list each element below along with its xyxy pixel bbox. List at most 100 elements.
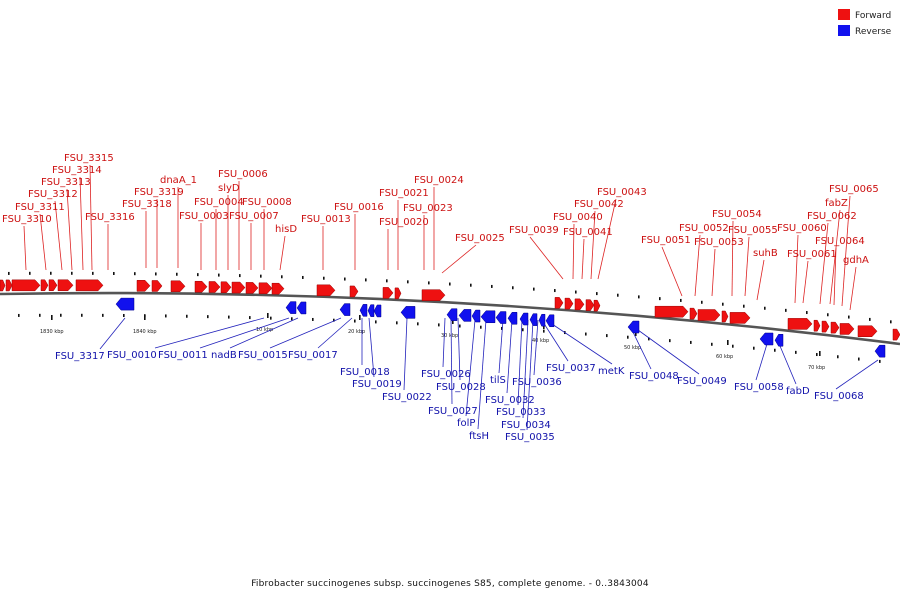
- forward-gene-arrow[interactable]: [821, 320, 830, 333]
- forward-gene-arrow[interactable]: [554, 297, 564, 309]
- gene-label-suhb[interactable]: suhB: [753, 248, 778, 259]
- gene-label-fsu-0019[interactable]: FSU_0019: [352, 379, 402, 390]
- reverse-gene-arrow[interactable]: [774, 333, 784, 347]
- reverse-gene-arrow[interactable]: [480, 310, 496, 324]
- forward-gene-arrow[interactable]: [857, 325, 878, 337]
- gene-label-fsu-0017[interactable]: FSU_0017: [288, 350, 338, 361]
- gene-label-fsu-3312[interactable]: FSU_3312: [28, 189, 78, 200]
- gene-label-fsu-0039[interactable]: FSU_0039: [509, 225, 559, 236]
- forward-gene-arrow[interactable]: [787, 318, 813, 330]
- forward-gene-arrow[interactable]: [245, 282, 259, 294]
- gene-label-gdha[interactable]: gdhA: [843, 255, 869, 266]
- gene-label-fabz[interactable]: fabZ: [825, 198, 848, 209]
- forward-gene-arrow[interactable]: [194, 280, 208, 293]
- gene-label-fsu-0062[interactable]: FSU_0062: [807, 211, 857, 222]
- forward-gene-arrow[interactable]: [813, 319, 821, 332]
- gene-label-fsu-0040[interactable]: FSU_0040: [553, 212, 603, 223]
- gene-label-fsu-0020[interactable]: FSU_0020: [379, 217, 429, 228]
- forward-gene-arrow[interactable]: [220, 281, 232, 294]
- forward-gene-arrow[interactable]: [170, 280, 186, 293]
- gene-label-fsu-0027[interactable]: FSU_0027: [428, 406, 478, 417]
- gene-label-fsu-3319[interactable]: FSU_3319: [134, 187, 184, 198]
- forward-gene-arrow[interactable]: [40, 279, 49, 292]
- gene-label-fsu-0022[interactable]: FSU_0022: [382, 392, 432, 403]
- reverse-gene-arrow[interactable]: [339, 303, 351, 316]
- gene-label-fsu-0011[interactable]: FSU_0011: [158, 350, 208, 361]
- gene-label-fsu-0028[interactable]: FSU_0028: [436, 382, 486, 393]
- reverse-gene-arrow[interactable]: [874, 344, 886, 358]
- forward-gene-arrow[interactable]: [830, 321, 840, 334]
- gene-label-fsu-0024[interactable]: FSU_0024: [414, 175, 464, 186]
- reverse-gene-arrow[interactable]: [446, 308, 458, 321]
- forward-gene-arrow[interactable]: [689, 307, 698, 320]
- reverse-gene-arrow[interactable]: [495, 311, 507, 324]
- gene-label-fsu-0026[interactable]: FSU_0026: [421, 369, 471, 380]
- reverse-gene-arrow[interactable]: [115, 297, 135, 311]
- gene-label-fsu-0015[interactable]: FSU_0015: [238, 350, 288, 361]
- reverse-gene-arrow[interactable]: [529, 313, 538, 326]
- gene-label-fsu-0013[interactable]: FSU_0013: [301, 214, 351, 225]
- gene-label-fsu-3314[interactable]: FSU_3314: [52, 165, 102, 176]
- gene-label-fsu-0025[interactable]: FSU_0025: [455, 233, 505, 244]
- reverse-gene-arrow[interactable]: [538, 313, 546, 327]
- gene-label-fsu-0055[interactable]: FSU_0055: [728, 225, 778, 236]
- gene-label-fsu-0041[interactable]: FSU_0041: [563, 227, 613, 238]
- gene-label-nadb[interactable]: nadB: [211, 350, 237, 361]
- gene-label-fsu-3311[interactable]: FSU_3311: [15, 202, 65, 213]
- gene-label-fsu-0058[interactable]: FSU_0058: [734, 382, 784, 393]
- gene-label-ftsh[interactable]: ftsH: [469, 431, 489, 442]
- gene-label-fsu-0036[interactable]: FSU_0036: [512, 377, 562, 388]
- gene-label-fsu-3313[interactable]: FSU_3313: [41, 177, 91, 188]
- gene-label-fsu-0065[interactable]: FSU_0065: [829, 184, 879, 195]
- gene-label-fsu-3318[interactable]: FSU_3318: [122, 199, 172, 210]
- gene-label-fsu-0054[interactable]: FSU_0054: [712, 209, 762, 220]
- forward-gene-arrow[interactable]: [316, 284, 336, 297]
- forward-gene-arrow[interactable]: [394, 287, 402, 300]
- gene-label-fsu-0051[interactable]: FSU_0051: [641, 235, 691, 246]
- gene-label-fsu-0035[interactable]: FSU_0035: [505, 432, 555, 443]
- forward-gene-arrow[interactable]: [593, 299, 601, 312]
- forward-gene-arrow[interactable]: [564, 297, 574, 310]
- gene-label-fsu-0042[interactable]: FSU_0042: [574, 199, 624, 210]
- forward-gene-arrow[interactable]: [57, 279, 74, 292]
- gene-label-fsu-0008[interactable]: FSU_0008: [242, 197, 292, 208]
- gene-label-fsu-0010[interactable]: FSU_0010: [107, 350, 157, 361]
- forward-gene-arrow[interactable]: [208, 281, 221, 293]
- gene-label-slyd[interactable]: slyD: [218, 183, 240, 194]
- gene-label-fsu-0018[interactable]: FSU_0018: [340, 367, 390, 378]
- forward-gene-arrow[interactable]: [729, 312, 751, 324]
- forward-gene-arrow[interactable]: [585, 299, 595, 311]
- reverse-gene-arrow[interactable]: [458, 309, 472, 322]
- forward-gene-arrow[interactable]: [5, 279, 13, 292]
- forward-gene-arrow[interactable]: [151, 280, 163, 292]
- gene-label-fsu-0052[interactable]: FSU_0052: [679, 223, 729, 234]
- reverse-gene-arrow[interactable]: [519, 312, 529, 326]
- reverse-gene-arrow[interactable]: [285, 301, 297, 314]
- gene-label-fsu-0021[interactable]: FSU_0021: [379, 188, 429, 199]
- gene-label-metk[interactable]: metK: [598, 366, 625, 377]
- forward-gene-arrow[interactable]: [11, 279, 41, 292]
- forward-gene-arrow[interactable]: [231, 281, 246, 294]
- gene-label-fsu-0037[interactable]: FSU_0037: [546, 363, 596, 374]
- gene-label-dnaa-1[interactable]: dnaA_1: [160, 175, 197, 186]
- reverse-gene-arrow[interactable]: [400, 306, 416, 319]
- gene-label-fsu-0034[interactable]: FSU_0034: [501, 420, 551, 431]
- gene-label-fsu-0003[interactable]: FSU_0003: [179, 211, 229, 222]
- gene-label-fsu-0007[interactable]: FSU_0007: [229, 211, 279, 222]
- reverse-gene-arrow[interactable]: [627, 320, 640, 334]
- gene-label-fsu-0053[interactable]: FSU_0053: [694, 237, 744, 248]
- forward-gene-arrow[interactable]: [0, 279, 6, 292]
- gene-label-fsu-0006[interactable]: FSU_0006: [218, 169, 268, 180]
- gene-label-fsu-3316[interactable]: FSU_3316: [85, 212, 135, 223]
- gene-label-fabd[interactable]: fabD: [786, 386, 810, 397]
- forward-gene-arrow[interactable]: [349, 285, 359, 298]
- forward-gene-arrow[interactable]: [421, 289, 446, 301]
- gene-label-fsu-0060[interactable]: FSU_0060: [777, 223, 827, 234]
- gene-label-fsu-0064[interactable]: FSU_0064: [815, 236, 865, 247]
- forward-gene-arrow[interactable]: [75, 279, 104, 292]
- forward-gene-arrow[interactable]: [721, 310, 729, 323]
- gene-label-fsu-3310[interactable]: FSU_3310: [2, 214, 52, 225]
- reverse-gene-arrow[interactable]: [759, 332, 774, 346]
- forward-gene-arrow[interactable]: [382, 287, 394, 299]
- gene-label-fsu-0043[interactable]: FSU_0043: [597, 187, 647, 198]
